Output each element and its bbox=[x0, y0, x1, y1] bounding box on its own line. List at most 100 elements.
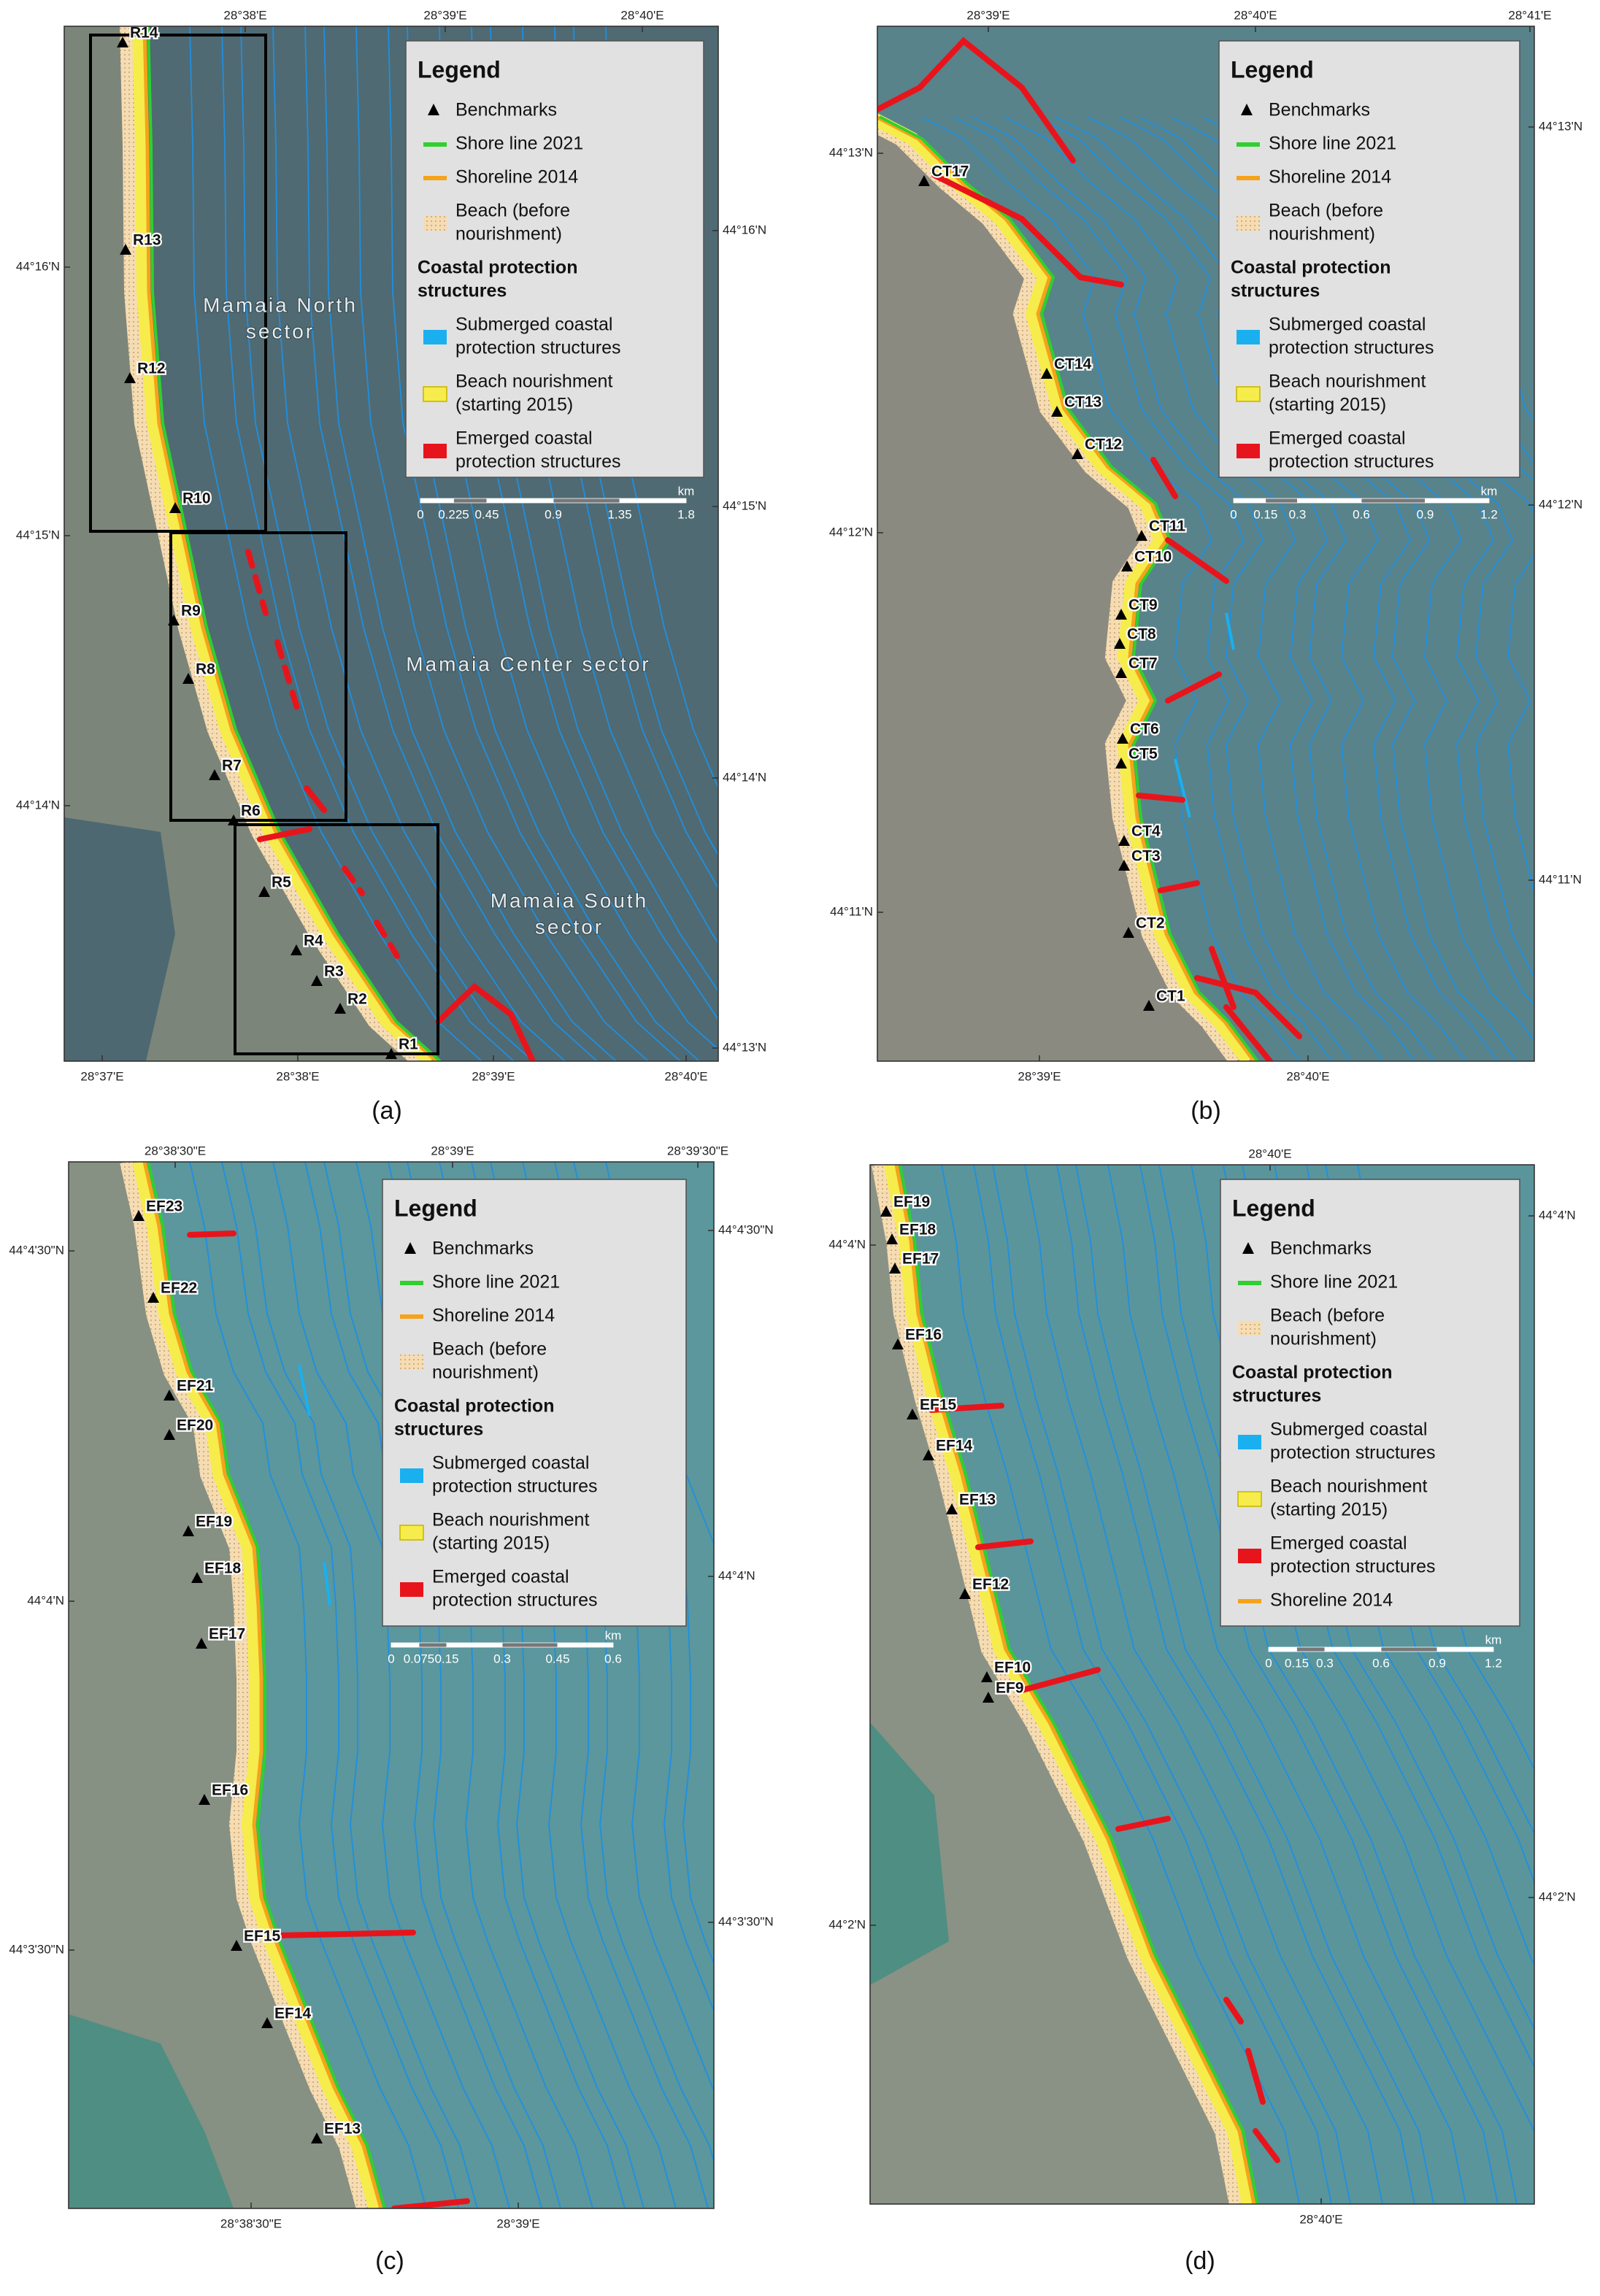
scale-segment bbox=[1380, 1646, 1438, 1652]
shoreline-2021 bbox=[147, 1162, 386, 2208]
scale-label: 1.2 bbox=[1480, 507, 1498, 521]
benchmark-label: EF18 bbox=[899, 1222, 936, 1238]
scale-unit: km bbox=[1485, 1633, 1502, 1646]
emerged-structure bbox=[342, 866, 365, 896]
latitude-label: 44°15'N bbox=[16, 528, 60, 542]
emerged-structure bbox=[1253, 2128, 1280, 2163]
benchmark-label: R12 bbox=[137, 361, 166, 377]
legend-heading: structures bbox=[418, 281, 507, 301]
benchmark-label: R7 bbox=[222, 758, 242, 774]
legend-label: (starting 2015) bbox=[455, 395, 573, 415]
benchmark bbox=[133, 1210, 145, 1221]
depth-contour bbox=[973, 1165, 1332, 2204]
benchmark-label: EF20 bbox=[177, 1417, 213, 1434]
emerged-structure bbox=[374, 920, 400, 959]
scale-segment bbox=[1425, 498, 1490, 504]
shoreline-2014 bbox=[142, 1162, 383, 2208]
latitude-label: 44°12'N bbox=[1539, 497, 1582, 511]
longitude-label: 28°38'E bbox=[223, 8, 266, 22]
legend-symbol bbox=[404, 1242, 416, 1254]
benchmark-label: R9 bbox=[181, 603, 201, 620]
legend-symbol bbox=[399, 1525, 424, 1541]
legend-symbol bbox=[1238, 1321, 1261, 1336]
legend-symbol bbox=[423, 444, 447, 458]
legend-label: Benchmarks bbox=[1270, 1238, 1372, 1259]
latitude-label: 44°2'N bbox=[1539, 1889, 1576, 1903]
emerged-structure bbox=[1209, 946, 1236, 1010]
scale-label: 0.15 bbox=[434, 1652, 458, 1665]
legend-heading: structures bbox=[1231, 281, 1320, 301]
depth-contour bbox=[1055, 116, 1434, 1061]
benchmark-label: EF19 bbox=[893, 1194, 930, 1211]
emerged-structure bbox=[1019, 1667, 1101, 1693]
legend-box bbox=[1218, 40, 1520, 478]
scale-segment bbox=[1233, 498, 1266, 504]
scale-label: 1.8 bbox=[677, 507, 695, 521]
benchmark-label: CT7 bbox=[1128, 655, 1158, 672]
latitude-label: 44°16'N bbox=[16, 259, 60, 273]
legend-title: Legend bbox=[1232, 1195, 1315, 1221]
benchmark-label: R14 bbox=[130, 25, 158, 42]
legend-label: Emerged coastal bbox=[1270, 1533, 1407, 1554]
longitude-label: 28°40'E bbox=[664, 1069, 707, 1083]
longitude-label: 28°40'E bbox=[1248, 1147, 1291, 1160]
benchmark bbox=[231, 1940, 242, 1951]
legend-label: protection structures bbox=[1270, 1557, 1436, 1577]
longitude-label: 28°37'E bbox=[80, 1069, 123, 1083]
latitude-label: 44°12'N bbox=[829, 525, 873, 539]
benchmark-label: R13 bbox=[133, 232, 161, 249]
benchmark bbox=[923, 1449, 934, 1460]
beach-nourishment bbox=[132, 26, 436, 1061]
legend-label: Shore line 2021 bbox=[1270, 1272, 1398, 1293]
legend-heading: Coastal protection bbox=[394, 1396, 554, 1417]
legend-title: Legend bbox=[418, 56, 501, 82]
benchmark-label: EF9 bbox=[996, 1680, 1024, 1697]
depth-contour bbox=[388, 26, 681, 1061]
sector-label: Mamaia South bbox=[491, 889, 649, 912]
benchmark bbox=[1143, 1000, 1155, 1011]
legend-label: Beach (before bbox=[455, 201, 570, 221]
benchmark-label: EF16 bbox=[905, 1327, 942, 1344]
benchmark-label: CT8 bbox=[1127, 626, 1156, 643]
land bbox=[69, 1162, 382, 2208]
scale-label: 0.075 bbox=[404, 1652, 435, 1665]
legend-heading: Coastal protection bbox=[418, 258, 577, 278]
scale-label: 0 bbox=[388, 1652, 394, 1665]
latitude-label: 44°16'N bbox=[723, 223, 766, 236]
longitude-label: 28°39'E bbox=[496, 2216, 539, 2230]
longitude-label: 28°39'30"E bbox=[667, 1144, 728, 1157]
emerged-structure bbox=[1150, 457, 1178, 499]
benchmark-label: CT13 bbox=[1064, 394, 1101, 411]
benchmark bbox=[191, 1572, 203, 1583]
benchmark bbox=[117, 36, 128, 47]
latitude-label: 44°11'N bbox=[1539, 872, 1582, 886]
sector-label: Mamaia North bbox=[203, 293, 358, 316]
scale-segment bbox=[557, 1642, 614, 1648]
map-frame bbox=[68, 1161, 715, 2209]
map-frame bbox=[64, 26, 719, 1062]
legend-label: Shoreline 2014 bbox=[1270, 1590, 1393, 1611]
scale-label: 1.35 bbox=[607, 507, 631, 521]
land bbox=[64, 26, 438, 1061]
benchmark bbox=[228, 814, 239, 825]
scale-segment bbox=[446, 1642, 503, 1648]
depth-contour bbox=[1107, 1165, 1466, 2204]
benchmark-label: EF19 bbox=[196, 1514, 232, 1530]
benchmark bbox=[385, 1048, 397, 1059]
scale-label: 0.9 bbox=[545, 507, 562, 521]
benchmark-label: EF12 bbox=[972, 1576, 1009, 1593]
benchmark bbox=[120, 244, 131, 255]
benchmark bbox=[959, 1588, 971, 1599]
shoreline-2014 bbox=[877, 115, 1256, 1061]
benchmark bbox=[1118, 860, 1130, 871]
depth-contour bbox=[941, 1165, 1300, 2204]
scale-segment bbox=[391, 1642, 420, 1648]
beach-nourishment bbox=[877, 113, 1254, 1061]
emerged-structure bbox=[928, 1403, 1004, 1413]
scale-segment bbox=[420, 498, 454, 504]
latitude-label: 44°4'N bbox=[1539, 1208, 1576, 1222]
latitude-label: 44°2'N bbox=[828, 1917, 866, 1931]
legend-label: Shoreline 2014 bbox=[455, 167, 578, 188]
benchmark bbox=[918, 175, 930, 186]
legend-label: protection structures bbox=[455, 338, 621, 358]
